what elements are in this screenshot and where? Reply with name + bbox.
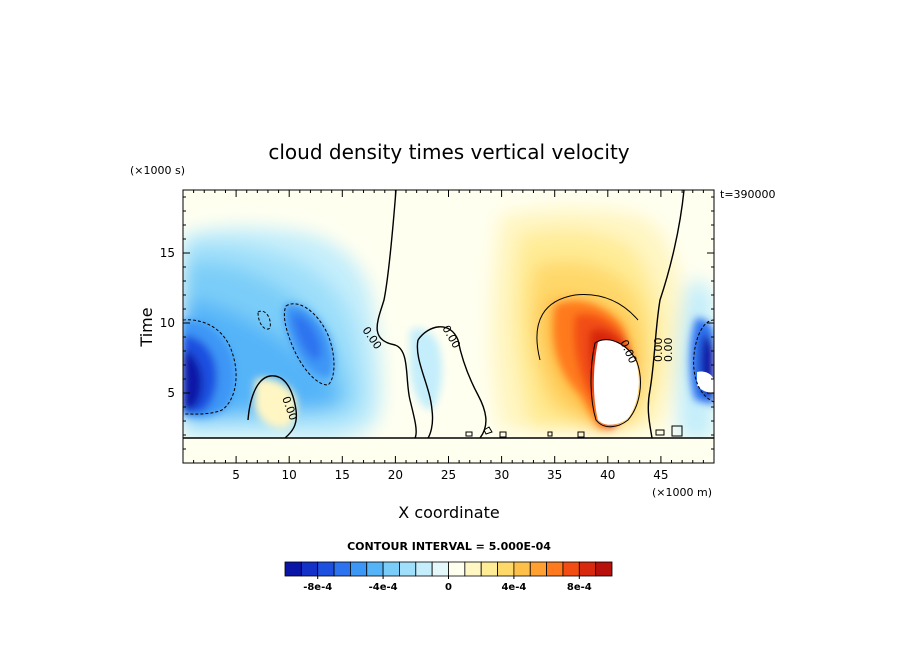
colorbar-tick-label: -8e-4 [303,582,332,593]
x-axis-label: X coordinate [398,503,499,522]
colorbar-swatch [578,561,597,577]
x-tick-label: 15 [335,468,350,482]
contour-neg-mid [283,303,335,386]
colorbar-tick-label: 0 [445,582,452,593]
x-tick-label: 35 [547,468,562,482]
colorbar-swatch [349,561,368,577]
contour-interval-text: CONTOUR INTERVAL = 5.000E-04 [347,540,551,553]
x-tick-label: 10 [282,468,297,482]
colorbar-swatch [513,561,531,577]
colorbar-swatch [300,561,319,577]
y-tick-label: 10 [160,316,175,330]
x-tick-label: 20 [388,468,403,482]
contour-neg-left [183,319,237,415]
x-tick-label: 40 [600,468,615,482]
zero-contours [183,190,714,439]
colorbar-swatch [546,561,564,577]
contour-right [647,190,685,439]
contour-positive [536,294,639,361]
colorbar-swatch [595,561,613,577]
time-label: t=390000 [720,188,776,201]
contour-noise [465,425,683,438]
colorbar-swatch [431,561,449,577]
negative-contours [183,303,714,415]
contour-mid [417,326,487,439]
colorbar-swatch [415,561,433,577]
y-tick-label: 15 [160,246,175,260]
contour-neg-right [693,319,714,403]
colorbar-swatch [284,561,302,577]
x-tick-label: 30 [494,468,509,482]
colorbar-tick-label: 4e-4 [501,582,526,593]
x-units-label: (×1000 m) [652,486,712,499]
colorbar-swatch [464,561,482,577]
colorbar-tick-label: 8e-4 [567,582,592,593]
white-core [593,340,639,425]
plot-field [183,190,714,463]
y-units-label: (×1000 s) [130,164,185,177]
colorbar-swatch [480,561,498,577]
x-tick-label: 25 [441,468,456,482]
positive-core-contour [465,339,683,438]
contour-center [376,190,417,439]
colorbar-swatch [317,561,335,577]
colorbar-swatch [382,561,400,577]
colorbar-swatch [497,561,515,577]
contour-mid-left [416,339,434,439]
white-core-edge [697,371,714,393]
y-axis-label: Time [137,307,156,347]
colorbar: -8e-4 -4e-4 0 4e-4 8e-4 [284,561,613,593]
y-tick-label: 5 [167,386,175,400]
colorbar-swatch [399,561,417,577]
axes: 5 10 15 20 25 30 35 40 45 5 10 15 [160,190,714,482]
contour-left-warm [247,375,298,439]
contour-white-core [590,339,641,428]
x-tick-label: 5 [232,468,240,482]
colorbar-swatch [448,561,466,577]
x-tick-label: 45 [653,468,668,482]
colorbar-swatch [366,561,384,577]
chart-title: cloud density times vertical velocity [268,140,629,164]
contour-label: 0.00 [652,338,665,363]
colorbar-tick-label: -4e-4 [369,582,398,593]
colorbar-swatch [333,561,351,577]
colorbar-swatch [562,561,580,577]
contour-neg-small [257,310,271,330]
colorbar-swatch [529,561,548,577]
contour-label: 0.00 [662,338,675,363]
